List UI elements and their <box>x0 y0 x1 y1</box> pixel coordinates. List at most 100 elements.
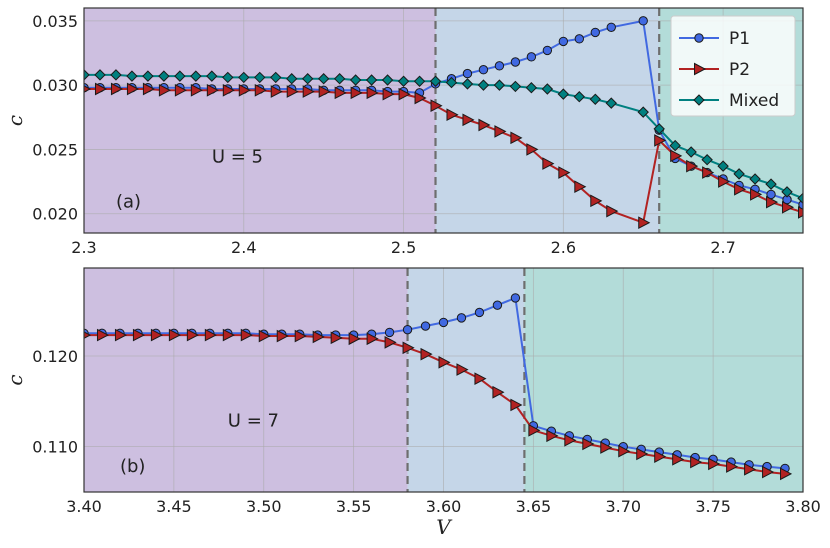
data-point-a-p2-16 <box>334 86 347 100</box>
data-point-a-mixed-21 <box>413 75 426 87</box>
data-point-b-p2-37 <box>744 463 757 476</box>
data-point-a-mixed-24 <box>461 78 474 90</box>
x-tick-label-b-6: 3.70 <box>605 497 641 516</box>
data-point-b-p2-31 <box>636 447 649 461</box>
data-point-a-mixed-13 <box>286 73 298 85</box>
data-point-a-p2-21 <box>414 91 427 105</box>
data-point-a-p2-10 <box>238 83 251 97</box>
data-point-a-p1-25 <box>478 65 489 75</box>
data-point-b-p2-24 <box>510 398 523 412</box>
data-point-a-p2-40 <box>734 182 747 196</box>
data-point-a-p2-22 <box>430 99 443 113</box>
data-point-a-p2-27 <box>510 131 523 145</box>
data-point-a-p2-41 <box>750 188 763 201</box>
data-point-a-mixed-44 <box>797 192 803 204</box>
x-tick-label-a-1: 2.4 <box>231 238 256 257</box>
y-tick-label-b-0: 0.110 <box>32 438 78 457</box>
data-point-a-mixed-22 <box>429 75 442 87</box>
phase-region-b-3 <box>524 268 803 492</box>
data-point-a-mixed-4 <box>142 70 154 82</box>
data-point-b-p2-25 <box>528 424 541 437</box>
data-point-a-mixed-2 <box>110 69 122 81</box>
data-point-a-p2-35 <box>654 134 667 147</box>
data-point-a-mixed-32 <box>589 93 601 105</box>
data-point-a-p2-38 <box>702 166 715 179</box>
data-point-a-p2-14 <box>302 85 315 98</box>
data-point-b-p2-9 <box>240 328 253 342</box>
data-point-b-p2-3 <box>132 328 146 342</box>
data-point-a-p1-28 <box>526 52 537 62</box>
series-line-b-p1 <box>84 296 786 470</box>
data-point-b-p2-23 <box>492 385 505 399</box>
data-point-a-mixed-34 <box>637 106 649 118</box>
data-point-a-mixed-28 <box>525 82 538 94</box>
data-point-b-p1-23 <box>492 300 503 310</box>
data-point-a-mixed-23 <box>445 76 458 89</box>
data-point-a-mixed-43 <box>781 186 793 198</box>
data-point-b-p2-21 <box>456 363 469 376</box>
data-point-a-mixed-37 <box>685 146 697 158</box>
plot-frame-b <box>83 267 804 493</box>
data-point-a-mixed-16 <box>333 73 346 85</box>
data-point-a-p2-9 <box>222 83 235 97</box>
data-point-a-mixed-38 <box>701 154 713 166</box>
data-point-b-p2-26 <box>546 429 559 443</box>
series-group-b <box>84 293 793 481</box>
data-point-a-p2-28 <box>526 143 539 156</box>
data-point-b-p2-28 <box>582 437 595 451</box>
data-point-a-p2-12 <box>270 85 283 98</box>
data-point-a-p1-26 <box>494 61 505 71</box>
x-tick-label-a-2: 2.5 <box>391 238 416 257</box>
data-point-a-p2-11 <box>254 83 267 97</box>
data-point-a-mixed-18 <box>365 74 378 86</box>
data-point-a-mixed-9 <box>222 71 234 84</box>
data-point-b-p2-39 <box>780 467 793 481</box>
x-tick-label-a-0: 2.3 <box>71 238 96 257</box>
data-point-a-mixed-25 <box>477 79 490 91</box>
data-point-a-p2-15 <box>318 85 331 98</box>
data-point-b-p1-22 <box>474 307 485 318</box>
data-point-a-mixed-6 <box>174 70 186 82</box>
data-point-b-p1-21 <box>456 313 467 323</box>
data-point-a-p1-24 <box>462 68 473 79</box>
data-point-b-p2-15 <box>348 332 361 346</box>
data-point-a-p2-39 <box>718 175 731 188</box>
data-point-b-p2-8 <box>222 328 235 342</box>
data-point-b-p2-36 <box>726 460 739 473</box>
data-point-a-p2-25 <box>478 118 491 132</box>
data-point-a-p2-6 <box>174 83 187 97</box>
data-point-a-mixed-40 <box>733 168 745 180</box>
data-point-a-p2-31 <box>574 180 587 194</box>
data-point-b-p1-17 <box>384 327 395 338</box>
data-point-a-p2-4 <box>142 82 155 96</box>
chart-panel-b: 3.40 3.45 3.50 3.55 3.60 3.65 3.70 3.75 3.80 0.11… <box>3 267 821 539</box>
data-point-a-p2-36 <box>670 149 683 163</box>
data-point-a-p2-44 <box>798 206 803 219</box>
data-point-a-mixed-42 <box>765 178 777 190</box>
phase-region-a-1 <box>84 8 436 233</box>
data-point-a-p2-0 <box>84 85 92 93</box>
data-point-a-mixed-7 <box>190 70 202 82</box>
data-point-a-mixed-36 <box>669 139 681 152</box>
data-point-b-p2-2 <box>114 328 128 342</box>
data-point-a-p2-32 <box>590 194 603 208</box>
data-point-a-p2-8 <box>206 83 219 97</box>
data-point-b-p2-13 <box>312 330 325 344</box>
data-point-b-p2-20 <box>438 355 451 369</box>
chart-panel-a: 2.3 2.4 2.5 2.6 2.7 0.020 0.025 0.030 0.035 c U = … <box>3 7 804 257</box>
data-point-a-p2-34 <box>638 216 651 230</box>
data-point-a-p2-1 <box>94 82 108 96</box>
data-point-a-mixed-8 <box>206 70 218 82</box>
data-point-a-p2-5 <box>158 83 171 97</box>
phase-region-b-2 <box>407 268 525 492</box>
data-point-a-p2-26 <box>494 125 507 138</box>
data-point-b-p2-1 <box>96 328 110 342</box>
series-group-a <box>84 16 803 230</box>
data-point-b-p1-24 <box>510 293 521 303</box>
x-tick-label-a-4: 2.7 <box>710 238 735 257</box>
data-point-a-p1-31 <box>574 34 585 44</box>
data-point-b-p2-19 <box>420 347 433 361</box>
data-point-a-mixed-31 <box>573 91 586 103</box>
x-tick-label-b-3: 3.55 <box>336 497 372 516</box>
legend-marker-mixed <box>693 94 705 106</box>
